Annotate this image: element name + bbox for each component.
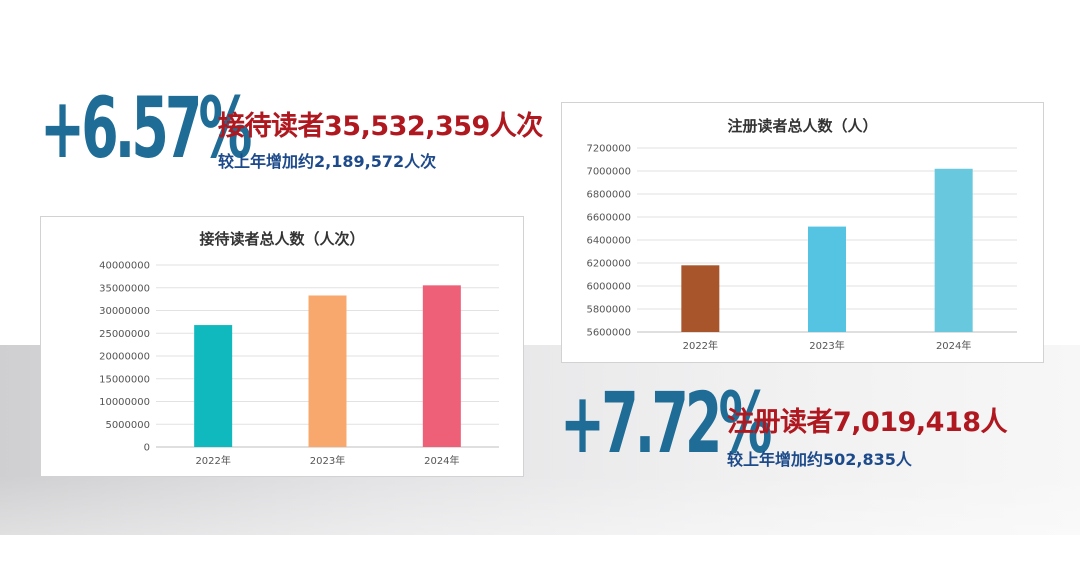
registered-headline: 注册读者7,019,418人 <box>727 407 1008 438</box>
bar <box>422 285 461 447</box>
visitors-subline: 较上年增加约2,189,572人次 <box>218 152 437 171</box>
visitors-chart-svg: 0 5000000 10000000 15000000 20000000 25000000… <box>99 261 499 467</box>
x-tick-label: 2022年 <box>195 454 230 467</box>
y-tick-label: 5000000 <box>105 420 150 431</box>
y-tick-label: 6800000 <box>586 190 631 201</box>
x-tick-label: 2024年 <box>936 339 971 352</box>
y-tick-label: 7200000 <box>586 144 631 155</box>
visitors-headline: 接待读者35,532,359人次 <box>218 111 543 142</box>
y-tick-label: 15000000 <box>99 374 150 385</box>
y-tick-label: 5600000 <box>586 328 631 339</box>
y-tick-label: 6600000 <box>586 213 631 224</box>
bar <box>934 168 973 332</box>
y-tick-label: 7000000 <box>586 167 631 178</box>
y-tick-label: 25000000 <box>99 329 150 340</box>
bar <box>808 226 846 332</box>
visitors-growth-percent: +6.57% <box>40 79 252 177</box>
bar <box>308 295 347 447</box>
y-tick-label: 10000000 <box>99 397 150 408</box>
x-tick-label: 2023年 <box>809 339 844 352</box>
x-tick-label: 2022年 <box>683 339 718 352</box>
registered-subline: 较上年增加约502,835人 <box>727 450 912 469</box>
y-tick-label: 5800000 <box>586 305 631 316</box>
x-tick-label: 2023年 <box>310 454 345 467</box>
y-tick-label: 20000000 <box>99 352 150 363</box>
y-tick-label: 6000000 <box>586 282 631 293</box>
y-tick-label: 0 <box>144 443 150 454</box>
y-tick-label: 40000000 <box>99 261 150 272</box>
visitors-chart: 接待读者总人数（人次） 0 5000000 10000000 15000000 2000… <box>40 216 524 477</box>
y-tick-label: 6200000 <box>586 259 631 270</box>
bar <box>681 265 720 332</box>
registered-chart: 注册读者总人数（人） 5600000 5800000 6000000 6200000 6… <box>561 102 1044 363</box>
y-tick-label: 30000000 <box>99 306 150 317</box>
chart-title: 注册读者总人数（人） <box>727 117 878 135</box>
bar <box>194 325 233 447</box>
y-tick-label: 6400000 <box>586 236 631 247</box>
y-tick-label: 35000000 <box>99 283 150 294</box>
x-tick-label: 2024年 <box>424 454 459 467</box>
chart-title: 接待读者总人数（人次） <box>199 230 365 248</box>
registered-growth-percent: +7.72% <box>560 374 772 472</box>
registered-chart-svg: 5600000 5800000 6000000 6200000 6400000 66000… <box>586 144 1017 352</box>
